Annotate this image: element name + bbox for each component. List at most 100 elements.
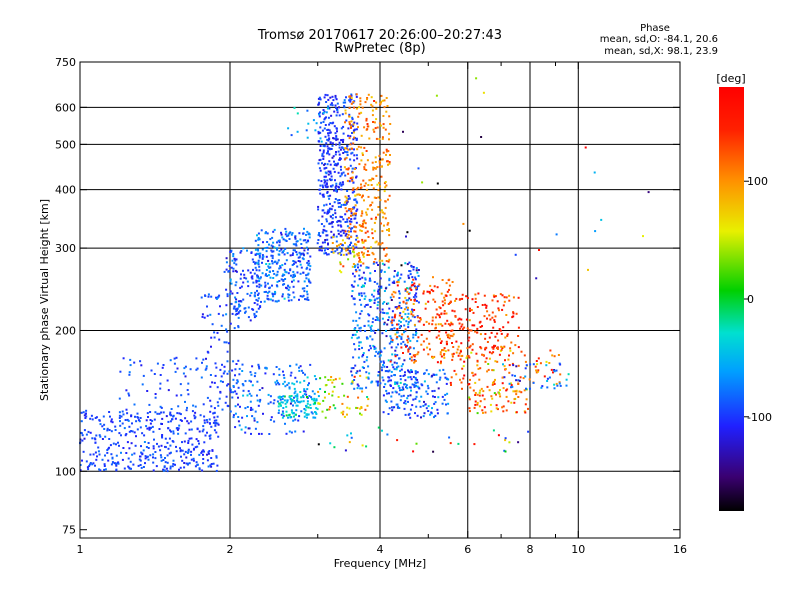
- echo-point: [257, 232, 260, 235]
- echo-point: [337, 202, 340, 205]
- echo-point: [276, 300, 279, 303]
- echo-point: [257, 363, 260, 366]
- echo-point: [348, 220, 351, 223]
- echo-point: [479, 333, 482, 336]
- echo-point: [264, 281, 267, 284]
- echo-point: [344, 207, 347, 210]
- echo-point: [342, 265, 345, 268]
- echo-point: [459, 298, 462, 301]
- echo-point: [94, 464, 96, 467]
- echo-point: [396, 284, 399, 287]
- echo-point: [333, 385, 336, 388]
- echo-point: [272, 241, 275, 244]
- echo-point: [304, 239, 307, 242]
- echo-point: [363, 360, 366, 363]
- echo-point: [361, 154, 364, 156]
- echo-point: [407, 323, 410, 326]
- echo-point: [404, 313, 407, 316]
- echo-point: [303, 379, 306, 382]
- echo-point: [147, 447, 150, 449]
- echo-point: [423, 400, 425, 403]
- echo-point: [385, 150, 388, 153]
- echo-point: [385, 247, 388, 250]
- echo-point: [407, 317, 410, 320]
- echo-point: [202, 458, 205, 460]
- echo-point: [377, 213, 380, 216]
- echo-point: [127, 465, 130, 468]
- echo-point: [357, 240, 360, 243]
- echo-point: [512, 352, 515, 355]
- echo-point: [367, 236, 370, 238]
- echo-point: [232, 416, 235, 419]
- echo-point: [158, 428, 161, 430]
- echo-point: [270, 416, 273, 419]
- echo-point: [217, 435, 220, 438]
- echo-point: [285, 240, 288, 242]
- echo-point: [213, 381, 216, 384]
- echo-point: [277, 239, 280, 242]
- echo-point: [287, 127, 290, 130]
- echo-point: [490, 352, 493, 355]
- echo-point: [382, 364, 385, 366]
- echo-point: [433, 285, 436, 288]
- echo-point: [392, 387, 395, 390]
- echo-point: [164, 457, 166, 459]
- echo-point: [445, 312, 448, 315]
- echo-point: [276, 241, 278, 244]
- echo-point: [497, 307, 500, 310]
- echo-point: [458, 352, 461, 355]
- echo-point: [192, 457, 195, 460]
- echo-point: [491, 311, 494, 314]
- echo-point: [364, 182, 367, 185]
- echo-point: [126, 412, 129, 415]
- echo-point: [238, 303, 240, 306]
- echo-point: [416, 414, 419, 417]
- echo-point: [254, 291, 257, 294]
- echo-point: [309, 403, 312, 406]
- echo-point: [373, 221, 376, 224]
- echo-point: [303, 249, 306, 252]
- echo-point: [267, 259, 270, 262]
- echo-point: [104, 435, 107, 438]
- echo-point: [401, 333, 404, 336]
- echo-point: [266, 241, 269, 243]
- echo-point: [352, 206, 355, 209]
- echo-point: [396, 274, 399, 277]
- echo-point: [495, 404, 498, 407]
- echo-point: [214, 374, 217, 377]
- echo-point: [133, 431, 136, 434]
- echo-point: [213, 407, 216, 410]
- echo-point: [288, 386, 291, 389]
- echo-point: [192, 459, 195, 462]
- echo-point: [354, 204, 357, 207]
- echo-point: [80, 411, 83, 414]
- echo-point: [328, 197, 331, 200]
- echo-point: [306, 413, 309, 416]
- echo-point: [415, 300, 418, 302]
- echo-point: [275, 262, 278, 265]
- echo-point: [279, 266, 282, 269]
- echo-point: [351, 188, 354, 191]
- echo-point: [225, 257, 228, 260]
- echo-point: [480, 387, 483, 390]
- echo-point: [402, 340, 405, 343]
- echo-point: [399, 277, 402, 280]
- echo-point: [336, 220, 339, 223]
- echo-point: [190, 428, 193, 431]
- echo-point: [238, 367, 241, 370]
- echo-point: [414, 294, 417, 297]
- echo-point: [363, 285, 365, 288]
- echo-point: [384, 186, 387, 189]
- echo-point: [365, 211, 368, 214]
- echo-point: [257, 263, 260, 266]
- echo-point: [343, 229, 346, 232]
- echo-point: [359, 225, 362, 228]
- echo-point: [406, 397, 409, 400]
- echo-point: [359, 97, 362, 100]
- echo-point: [375, 101, 378, 104]
- echo-point: [535, 369, 538, 372]
- echo-point: [303, 388, 306, 391]
- echo-point: [216, 422, 219, 425]
- echo-point: [535, 277, 538, 280]
- echo-point: [276, 400, 279, 403]
